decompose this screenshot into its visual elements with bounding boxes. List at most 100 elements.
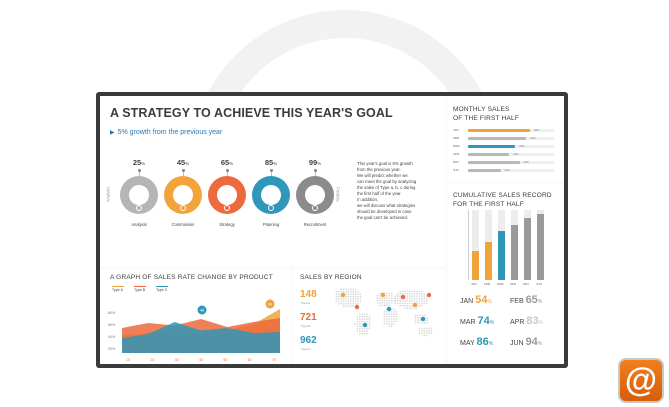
map-land-dot [383,322,386,325]
cumulative-month-label: MAY [523,282,530,286]
month-stat: JAN 54% [460,294,492,306]
map-land-dot [337,300,340,303]
map-land-dot [395,315,398,318]
map-land-dot [411,304,414,307]
map-land-dot [383,313,386,316]
map-land-dot [416,321,419,324]
rate-chart-panel: A GRAPH OF SALES RATE CHANGE BY PRODUCT … [100,269,290,364]
map-land-dot [390,318,393,320]
play-icon: ▶ [110,130,115,136]
map-land-dot [385,313,388,316]
map-land-dot [423,334,426,337]
map-location-pin [380,292,386,298]
map-land-dot [419,321,422,324]
goal-paragraph-line: can meet the goal by analyzing [357,179,417,184]
step-leader-line [271,172,272,176]
rate-y-tick: 40% [108,335,116,339]
map-land-dot [416,307,418,310]
map-land-dot [406,300,409,302]
monthly-month-label: MAR [453,144,460,148]
map-land-dot [356,315,359,318]
map-land-dot [421,321,424,324]
step-icon [268,205,274,211]
map-land-dot [381,297,384,300]
map-land-dot [358,332,361,335]
goal-paragraph-line: should be developed in case [357,209,412,214]
month-stat-month: JUN [510,340,526,347]
region-stat-value: 962 [300,335,317,346]
step-ring-hole [261,185,281,205]
map-land-dot [386,294,388,297]
map-land-dot [420,302,423,305]
map-land-dot [426,321,429,324]
strategy-side-label-left: Analysis [105,186,111,203]
monthly-bar [468,129,530,132]
cumulative-bar [524,218,531,280]
map-land-dot [378,304,381,307]
map-land-dot [366,332,368,335]
map-land-dot [413,307,416,310]
map-land-dot [411,292,414,295]
map-land-dot [342,302,345,305]
map-land-dot [347,295,350,298]
map-land-dot [406,290,409,293]
monthly-bar-track [468,153,554,156]
map-land-dot [349,298,352,300]
goal-paragraph-line: the first half of the year. [357,191,402,196]
map-land-dot [388,299,391,302]
monthly-bar-value: 000 [504,168,510,172]
map-land-dot [401,304,404,307]
cumulative-month-label: JUN [536,282,542,286]
step-dot [182,169,185,172]
map-land-dot [388,320,391,323]
map-land-dot [349,302,352,305]
month-stat-value: 65 [525,294,538,306]
map-land-dot [356,318,359,321]
month-stat-unit: % [489,320,495,326]
map-land-dot [385,322,388,325]
month-stat: JUN 94% [510,336,542,348]
world-map [335,288,433,337]
map-land-dot [399,304,402,307]
map-land-dot [386,304,388,307]
map-land-dot [340,290,343,293]
map-land-dot [418,297,421,300]
map-land-dot [430,329,433,332]
map-land-dot [358,318,361,321]
map-land-dot [408,307,411,310]
map-land-dot [423,295,426,298]
monthly-bar-value: 000 [519,144,525,148]
dashboard-screen: A STRATEGY TO ACHIEVE THIS YEAR'S GOAL ▶… [100,96,564,364]
map-land-dot [411,290,414,293]
step-percent: 25% [127,158,151,167]
monthly-sales-title-2: OF THE FIRST HALF [453,115,520,122]
map-land-dot [386,302,388,304]
map-land-dot [354,300,357,303]
map-land-dot [357,300,359,303]
goal-paragraph-line: the goal can't be achieved. [357,215,408,220]
rate-callout-label: 48 [200,308,204,312]
map-land-dot [385,320,388,323]
map-land-dot [393,308,395,311]
map-land-dot [413,300,416,302]
map-land-dot [356,320,359,323]
map-land-dot [420,295,423,298]
step-percent-value: 85 [264,158,274,167]
map-land-dot [404,304,406,307]
goal-paragraph-line: we will discuss what strategies [357,203,416,208]
rate-x-tick: 70 [272,358,276,362]
rate-y-tick: 80% [108,311,116,315]
step-label: Commission [171,222,195,227]
map-land-dot [424,321,426,324]
step-percent-unit: % [141,161,146,166]
map-land-dot [390,302,393,304]
month-stat-value: 94 [525,336,538,348]
month-stat: FEB 65% [510,294,542,306]
map-land-dot [342,288,345,291]
map-land-dot [426,316,429,319]
map-land-dot [383,318,386,320]
map-land-dot [345,302,347,305]
map-land-dot [388,302,391,304]
map-land-dot [381,304,384,307]
map-land-dot [406,304,409,307]
